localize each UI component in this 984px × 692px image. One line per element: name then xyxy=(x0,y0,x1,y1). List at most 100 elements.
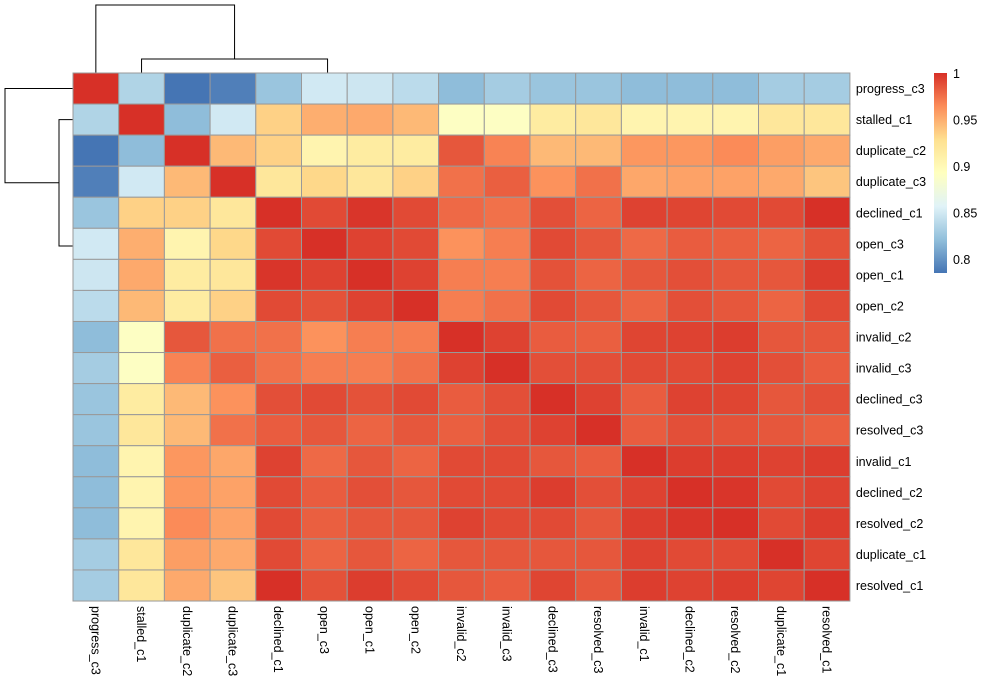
heatmap-cell xyxy=(301,569,348,602)
heatmap-cell xyxy=(803,134,851,167)
heatmap-cell xyxy=(118,383,165,416)
heatmap-cell xyxy=(72,383,120,416)
heatmap-cell xyxy=(712,134,759,167)
heatmap-cell xyxy=(118,538,165,571)
heatmap-cell xyxy=(758,569,805,602)
heatmap-cell xyxy=(163,569,211,602)
heatmap-cell xyxy=(209,320,257,354)
heatmap-cell xyxy=(209,476,257,509)
heatmap-cell xyxy=(712,476,759,509)
row-label: invalid_c1 xyxy=(856,455,912,469)
legend-tick-label: 0.85 xyxy=(953,207,977,221)
heatmap-cell xyxy=(392,196,440,229)
heatmap-cell xyxy=(438,134,485,167)
heatmap-cell xyxy=(666,352,714,385)
heatmap-cell xyxy=(758,134,805,167)
heatmap-cell xyxy=(483,383,531,416)
heatmap-cell xyxy=(438,383,485,416)
column-label: progress_c3 xyxy=(88,606,102,675)
heatmap-cell xyxy=(209,196,257,229)
heatmap-cell xyxy=(255,72,303,105)
heatmap-cell xyxy=(392,72,440,105)
heatmap-cell xyxy=(163,227,211,260)
heatmap-cell xyxy=(575,134,622,167)
heatmap-cell xyxy=(620,289,668,322)
heatmap-cell xyxy=(620,476,668,509)
heatmap-cell xyxy=(666,445,714,478)
heatmap-cell xyxy=(209,383,257,416)
column-label: duplicate_c2 xyxy=(180,606,194,676)
heatmap-cell xyxy=(529,569,577,602)
heatmap-cell xyxy=(483,538,531,571)
heatmap-cell xyxy=(163,72,211,105)
heatmap-cell xyxy=(803,72,851,105)
heatmap-cell xyxy=(301,134,348,167)
heatmap-cell xyxy=(666,103,714,136)
heatmap-cell xyxy=(255,414,303,447)
row-label: duplicate_c2 xyxy=(856,144,926,158)
row-label: resolved_c1 xyxy=(856,579,923,593)
row-label: declined_c1 xyxy=(856,206,923,220)
heatmap-cell xyxy=(758,352,805,385)
heatmap-cell xyxy=(163,196,211,229)
heatmap-cell xyxy=(483,165,531,198)
heatmap-cell xyxy=(118,227,165,260)
heatmap-cell xyxy=(620,569,668,602)
heatmap-cell xyxy=(301,538,348,571)
heatmap-cell xyxy=(301,103,348,136)
heatmap-cell xyxy=(620,445,668,478)
heatmap-cell xyxy=(163,507,211,540)
heatmap-cell xyxy=(209,538,257,571)
column-label: duplicate_c1 xyxy=(774,606,788,676)
row-label: open_c1 xyxy=(856,268,904,282)
row-label: duplicate_c1 xyxy=(856,548,926,562)
heatmap-cell xyxy=(392,476,440,509)
heatmap-cell xyxy=(575,352,622,385)
legend-tick-label: 0.8 xyxy=(953,253,970,267)
heatmap-cell xyxy=(209,103,257,136)
heatmap-cell xyxy=(255,352,303,385)
heatmap-cell xyxy=(438,165,485,198)
heatmap-cell xyxy=(209,165,257,198)
column-label: declined_c2 xyxy=(682,606,696,673)
heatmap-cell xyxy=(758,538,805,571)
column-label: invalid_c2 xyxy=(454,606,468,662)
heatmap-cell xyxy=(346,103,394,136)
heatmap-cell xyxy=(301,476,348,509)
heatmap-cell xyxy=(529,538,577,571)
heatmap-cell xyxy=(438,507,485,540)
heatmap-cell xyxy=(620,196,668,229)
row-label: invalid_c3 xyxy=(856,362,912,376)
heatmap-cell xyxy=(72,72,120,105)
heatmap-cell xyxy=(483,103,531,136)
heatmap-cell xyxy=(712,445,759,478)
heatmap-cell xyxy=(163,414,211,447)
heatmap-cell xyxy=(118,445,165,478)
heatmap-cell xyxy=(438,352,485,385)
heatmap-cell xyxy=(529,352,577,385)
heatmap-cell xyxy=(712,72,759,105)
heatmap-cell xyxy=(575,538,622,571)
legend-tick-label: 0.95 xyxy=(953,114,977,128)
heatmap-cell xyxy=(529,383,577,416)
column-label: resolved_c1 xyxy=(820,606,834,673)
heatmap-cell xyxy=(255,507,303,540)
row-label: declined_c2 xyxy=(856,486,923,500)
heatmap-cell xyxy=(255,383,303,416)
heatmap-cell xyxy=(758,227,805,260)
heatmap-cell xyxy=(72,414,120,447)
column-label: stalled_c1 xyxy=(134,606,148,662)
heatmap-cell xyxy=(803,445,851,478)
heatmap-cell xyxy=(301,383,348,416)
heatmap-cell xyxy=(620,134,668,167)
heatmap-cell xyxy=(438,72,485,105)
heatmap-cell xyxy=(438,103,485,136)
heatmap-cell xyxy=(392,320,440,354)
heatmap-cell xyxy=(620,258,668,291)
heatmap-cell xyxy=(758,72,805,105)
heatmap-cell xyxy=(72,134,120,167)
heatmap-cell xyxy=(209,507,257,540)
column-label: declined_c3 xyxy=(545,606,559,673)
heatmap-cell xyxy=(803,507,851,540)
row-label: invalid_c2 xyxy=(856,331,912,345)
